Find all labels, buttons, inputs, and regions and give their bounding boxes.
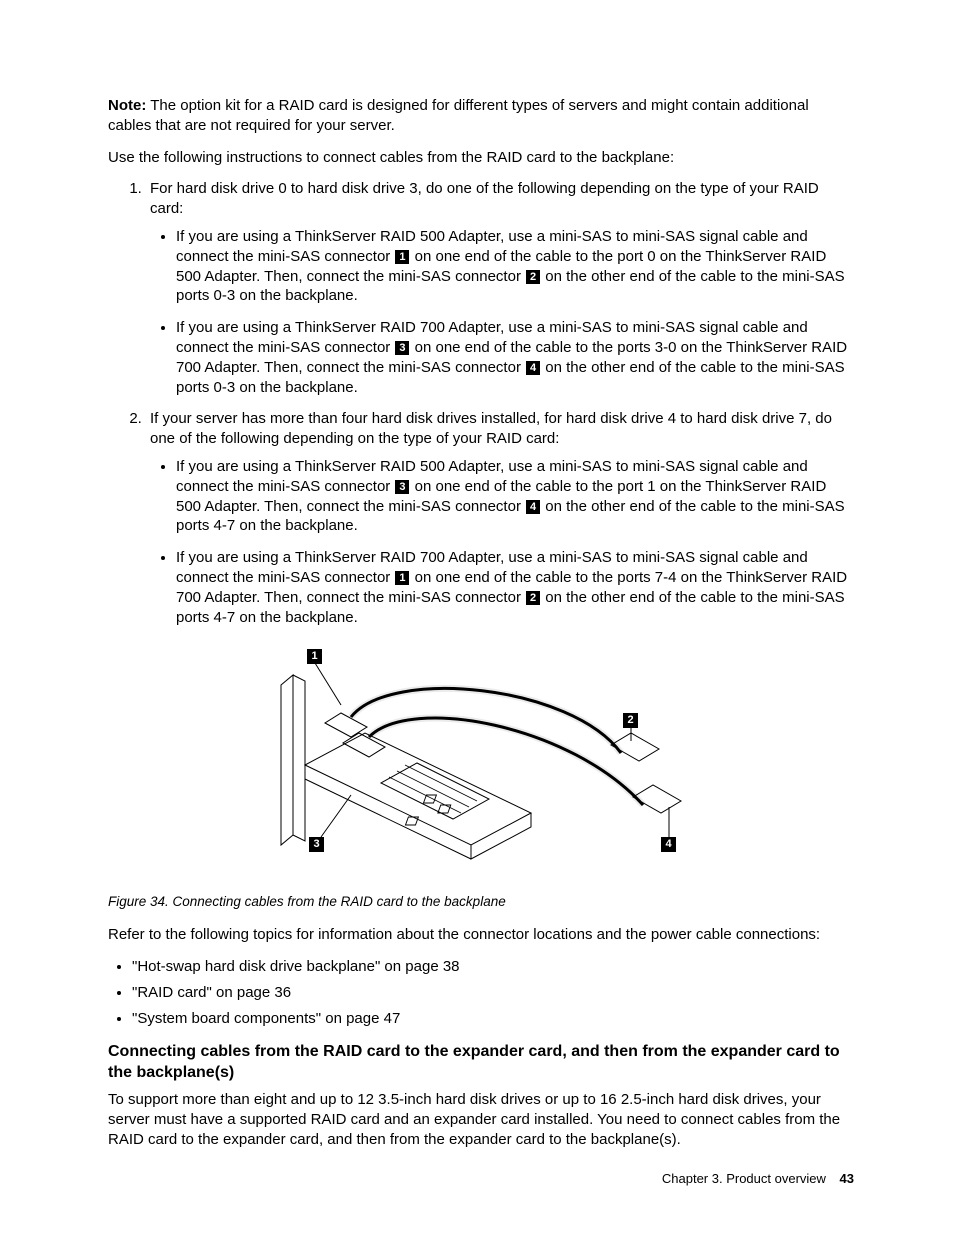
step-2: If your server has more than four hard d… [146, 409, 854, 627]
callout-3-icon: 3 [395, 480, 409, 494]
step-2-sublist: If you are using a ThinkServer RAID 500 … [150, 457, 854, 627]
ref-backplane: "Hot-swap hard disk drive backplane" on … [132, 957, 854, 977]
callout-2-icon: 2 [526, 591, 540, 605]
footer-page-number: 43 [840, 1171, 854, 1186]
step-1-bullet-2: If you are using a ThinkServer RAID 700 … [176, 318, 854, 397]
figure-34: 1 2 3 4 [108, 645, 854, 885]
callout-2-icon: 2 [526, 270, 540, 284]
figure-callout-4: 4 [661, 837, 676, 852]
step-1-sublist: If you are using a ThinkServer RAID 500 … [150, 227, 854, 397]
ref-system-board: "System board components" on page 47 [132, 1009, 854, 1029]
section-paragraph: To support more than eight and up to 12 … [108, 1090, 854, 1149]
step-2-bullet-2: If you are using a ThinkServer RAID 700 … [176, 548, 854, 627]
ref-raid-card: "RAID card" on page 36 [132, 983, 854, 1003]
step-1: For hard disk drive 0 to hard disk drive… [146, 179, 854, 397]
callout-4-icon: 4 [526, 500, 540, 514]
callout-1-icon: 1 [395, 571, 409, 585]
callout-1-icon: 1 [395, 250, 409, 264]
page-footer: Chapter 3. Product overview 43 [662, 1170, 854, 1187]
intro-paragraph: Use the following instructions to connec… [108, 148, 854, 168]
document-page: Note: The option kit for a RAID card is … [0, 0, 954, 1235]
note-text: The option kit for a RAID card is design… [108, 97, 809, 134]
figure-callout-2: 2 [623, 713, 638, 728]
step-1-lead: For hard disk drive 0 to hard disk drive… [150, 180, 819, 217]
post-figure-paragraph: Refer to the following topics for inform… [108, 925, 854, 945]
figure-illustration: 1 2 3 4 [271, 645, 691, 885]
raid-cable-diagram-icon [271, 645, 691, 885]
section-heading: Connecting cables from the RAID card to … [108, 1042, 854, 1084]
step-2-lead: If your server has more than four hard d… [150, 410, 832, 447]
callout-4-icon: 4 [526, 361, 540, 375]
reference-list: "Hot-swap hard disk drive backplane" on … [108, 957, 854, 1028]
callout-3-icon: 3 [395, 341, 409, 355]
step-2-bullet-1: If you are using a ThinkServer RAID 500 … [176, 457, 854, 536]
step-1-bullet-1: If you are using a ThinkServer RAID 500 … [176, 227, 854, 306]
note-paragraph: Note: The option kit for a RAID card is … [108, 96, 854, 136]
footer-chapter: Chapter 3. Product overview [662, 1171, 826, 1186]
figure-caption: Figure 34. Connecting cables from the RA… [108, 893, 854, 911]
figure-callout-1: 1 [307, 649, 322, 664]
note-label: Note: [108, 97, 146, 114]
steps-list: For hard disk drive 0 to hard disk drive… [108, 179, 854, 627]
figure-callout-3: 3 [309, 837, 324, 852]
